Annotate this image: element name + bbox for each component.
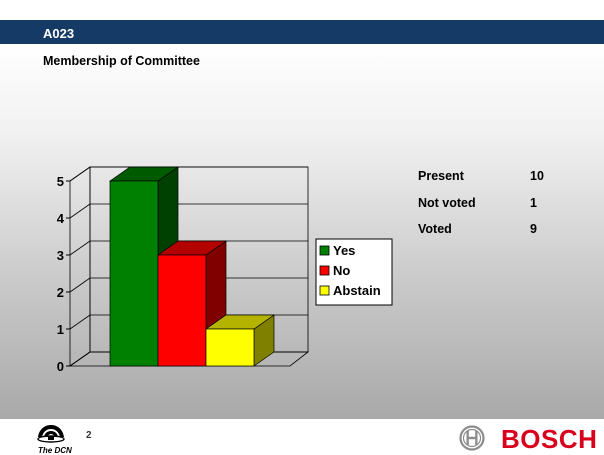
bar-front bbox=[109, 180, 159, 367]
gridline-side bbox=[69, 277, 91, 293]
bar-abstain bbox=[204, 314, 276, 367]
legend-swatch-yes bbox=[319, 245, 330, 256]
stat-voted-value: 9 bbox=[530, 222, 537, 236]
side-wall bbox=[69, 166, 91, 367]
stat-voted-label: Voted bbox=[418, 222, 452, 236]
bar-front bbox=[157, 254, 207, 367]
y-tick-label: 4 bbox=[57, 211, 65, 226]
y-tick-label: 2 bbox=[57, 285, 64, 300]
slide-code: A023 bbox=[43, 26, 75, 41]
y-axis-ticks: 0 1 2 3 4 5 bbox=[57, 174, 70, 374]
y-tick-label: 3 bbox=[57, 248, 64, 263]
gridline-side bbox=[69, 240, 91, 256]
legend-swatch-no bbox=[319, 265, 330, 276]
footer bbox=[0, 419, 604, 455]
y-tick-label: 0 bbox=[57, 359, 64, 374]
gridline-side bbox=[69, 203, 91, 219]
top-margin bbox=[0, 0, 604, 20]
legend-label-no: No bbox=[333, 263, 350, 278]
legend-label-abstain: Abstain bbox=[333, 283, 381, 298]
chart-legend: Yes No Abstain bbox=[315, 238, 393, 306]
gridline-side bbox=[69, 314, 91, 330]
brand-wordmark: BOSCH bbox=[501, 424, 598, 454]
y-tick-label: 1 bbox=[57, 322, 64, 337]
stat-present-value: 10 bbox=[530, 169, 544, 183]
y-tick-label: 5 bbox=[57, 174, 64, 189]
gridline-side bbox=[69, 166, 91, 182]
dcn-label: The DCN bbox=[38, 446, 72, 455]
bosch-armature-icon bbox=[459, 425, 485, 451]
stat-not-voted-label: Not voted bbox=[418, 196, 476, 210]
chart-bars bbox=[108, 166, 276, 367]
stat-not-voted-value: 1 bbox=[530, 196, 537, 210]
legend-swatch-abstain bbox=[319, 285, 330, 296]
dcn-logo-icon bbox=[37, 425, 65, 443]
gridline-side bbox=[69, 351, 91, 367]
legend-label-yes: Yes bbox=[333, 243, 355, 258]
bar-front bbox=[205, 328, 255, 367]
page-number: 2 bbox=[86, 430, 92, 441]
stat-present-label: Present bbox=[418, 169, 464, 183]
header-bar bbox=[0, 20, 604, 44]
slide-title: Membership of Committee bbox=[43, 54, 200, 68]
